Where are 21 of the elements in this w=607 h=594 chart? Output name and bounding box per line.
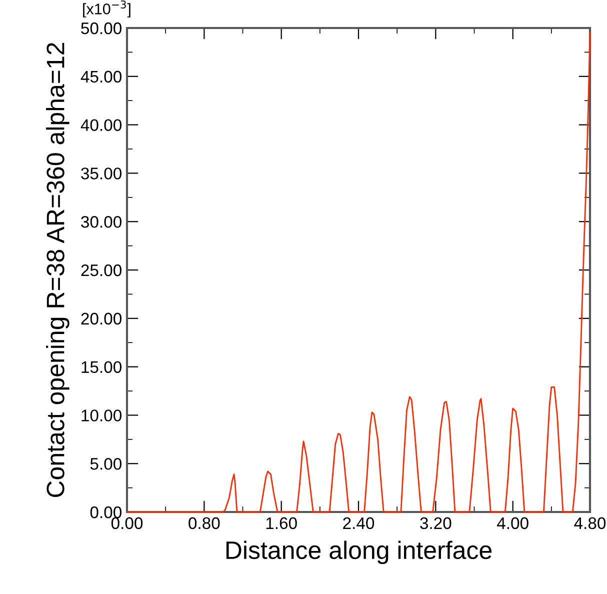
- y-tick-label: 10.00: [82, 410, 122, 422]
- y-tick-label: 5.00: [90, 458, 122, 470]
- y-tick-label: 25.00: [81, 264, 122, 276]
- y-axis-title: Contact opening R=38 AR=360 alpha=12: [46, 42, 70, 498]
- y-tick-label: 20.00: [81, 312, 122, 325]
- y-tick-label: 40.00: [80, 119, 122, 132]
- y-tick-label: 0.00: [90, 506, 122, 518]
- x-tick-label: 4.80: [574, 517, 606, 530]
- x-tick-label: 3.20: [420, 517, 452, 530]
- x-tick-label: 0.80: [188, 517, 220, 530]
- text: [x10$^{−3}$]: [83, 0, 130, 18]
- y-tick-label: 30.00: [81, 216, 122, 228]
- x-tick-label: 4.00: [497, 517, 528, 530]
- y-tick-label: 35.00: [81, 168, 122, 180]
- y-tick-label: 45.00: [80, 70, 122, 83]
- y-tick-label: 50.00: [81, 22, 122, 34]
- x-tick-label: 2.40: [343, 517, 374, 530]
- x-axis-title: Distance along interface: [226, 540, 492, 564]
- y-tick-label: 15.00: [82, 361, 122, 374]
- x-tick-label: 0.00: [111, 517, 143, 530]
- x-tick-label: 1.60: [266, 517, 297, 530]
